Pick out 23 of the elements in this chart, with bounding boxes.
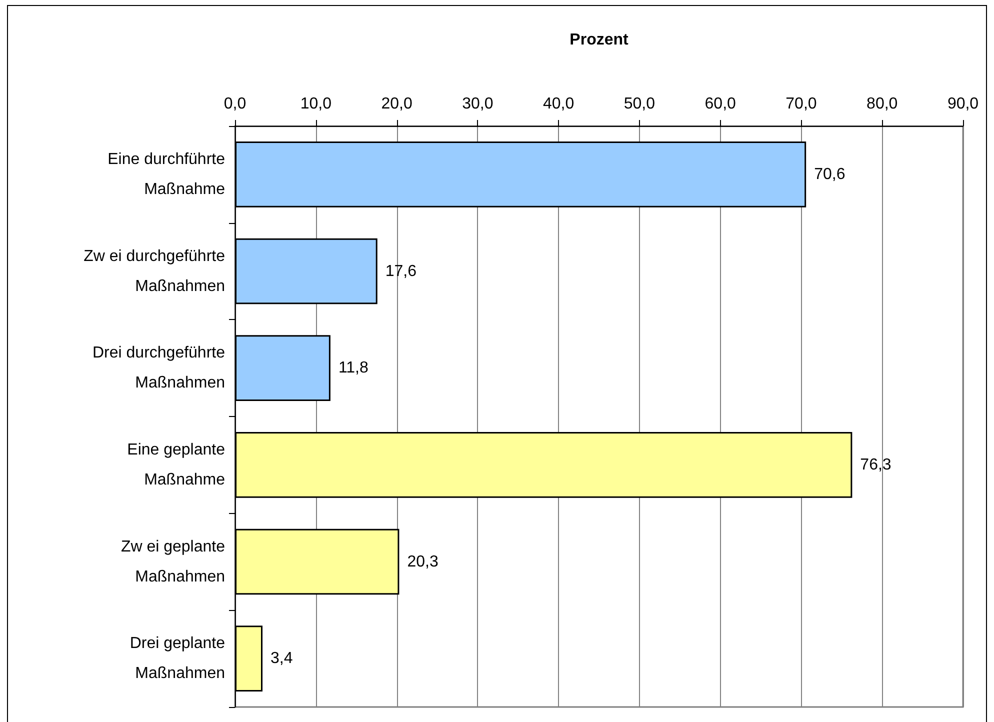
- x-tick-label: 60,0: [704, 96, 736, 112]
- y-tick-label: Eine geplante Maßnahme: [127, 441, 226, 488]
- data-label: 20,3: [407, 553, 438, 570]
- x-tick-label: 30,0: [462, 96, 494, 112]
- data-label: 70,6: [814, 166, 846, 183]
- x-tick-label: 70,0: [786, 96, 817, 112]
- data-label: 76,3: [860, 456, 892, 474]
- data-label: 11,8: [338, 360, 369, 377]
- x-tick-label: 0,0: [224, 96, 246, 112]
- x-tick-label: 80,0: [866, 96, 898, 112]
- x-tick-label: 90,0: [947, 96, 979, 112]
- x-axis-title: Prozent: [570, 32, 630, 48]
- data-label: 3,4: [270, 650, 293, 668]
- y-tick-label: Eine durchführte Maßnahme: [108, 150, 226, 198]
- y-tick-label: Zw ei geplante Maßnahmen: [120, 538, 226, 586]
- x-tick-label: 50,0: [624, 96, 656, 112]
- y-tick-label: Drei durchgeführte Maßnahmen: [92, 344, 226, 392]
- x-tick-label: 20,0: [381, 96, 412, 112]
- x-tick-label: 40,0: [542, 96, 574, 112]
- x-tick-label: 10,0: [300, 96, 332, 112]
- y-tick-label: Drei geplante Maßnahmen: [130, 635, 226, 682]
- y-tick-label: Zw ei durchgeführte Maßnahmen: [84, 248, 226, 295]
- data-label: 17,6: [385, 262, 417, 280]
